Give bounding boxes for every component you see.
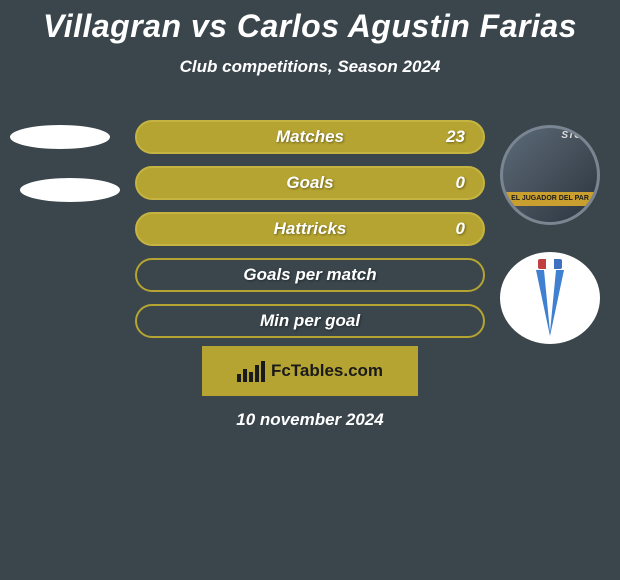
club-right-logo xyxy=(500,252,600,344)
stat-label: Goals per match xyxy=(243,265,376,285)
stat-label: Matches xyxy=(276,127,344,147)
avatar-right-overlay-text: EL JUGADOR DEL PAR xyxy=(503,192,597,206)
stat-bar-min-per-goal: Min per goal xyxy=(135,304,485,338)
avatar-right-top-text: STON xyxy=(561,130,589,141)
date-text: 10 november 2024 xyxy=(0,410,620,430)
bar-chart-icon xyxy=(237,361,265,382)
player-left-avatar xyxy=(10,125,110,149)
stat-value: 0 xyxy=(456,173,465,193)
stat-bar-goals-per-match: Goals per match xyxy=(135,258,485,292)
fctables-attribution: FcTables.com xyxy=(202,346,418,396)
subtitle: Club competitions, Season 2024 xyxy=(0,57,620,77)
club-left-logo xyxy=(20,178,120,202)
stat-value: 23 xyxy=(446,127,465,147)
club-right-badge-icon xyxy=(538,259,562,269)
stats-container: Matches 23 Goals 0 Hattricks 0 Goals per… xyxy=(135,120,485,350)
stat-bar-matches: Matches 23 xyxy=(135,120,485,154)
stat-label: Min per goal xyxy=(260,311,360,331)
stat-label: Goals xyxy=(286,173,333,193)
player-right-avatar: STON EL JUGADOR DEL PAR xyxy=(500,125,600,225)
club-right-pennant-inner-icon xyxy=(544,270,556,332)
fctables-label: FcTables.com xyxy=(271,361,383,381)
stat-bar-goals: Goals 0 xyxy=(135,166,485,200)
page-title: Villagran vs Carlos Agustin Farias xyxy=(0,0,620,45)
stat-label: Hattricks xyxy=(274,219,347,239)
stat-bar-hattricks: Hattricks 0 xyxy=(135,212,485,246)
stat-value: 0 xyxy=(456,219,465,239)
